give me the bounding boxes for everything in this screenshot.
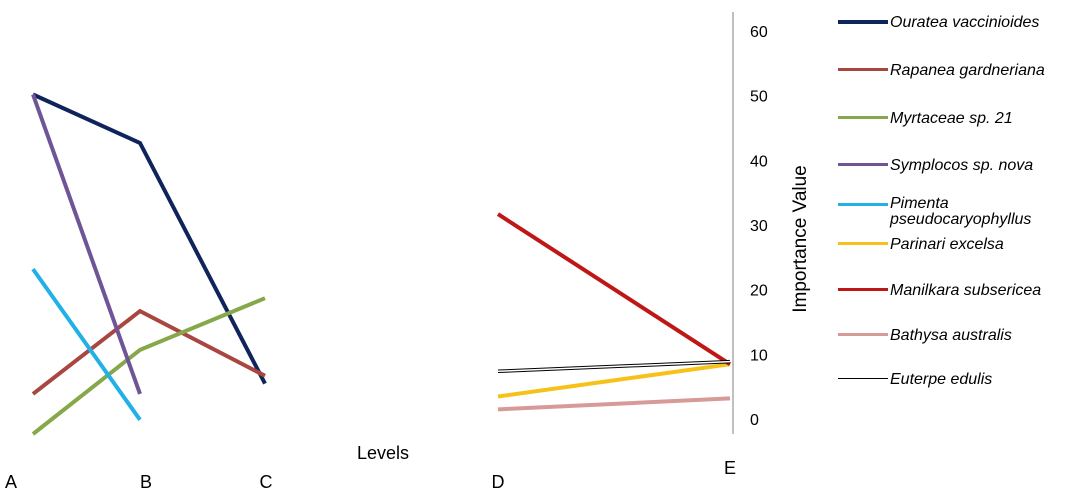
legend-swatch xyxy=(838,203,888,206)
y-tick-labels: 0 10 20 30 40 50 60 xyxy=(750,24,768,429)
legend-label: Symplocos sp. nova xyxy=(890,157,1034,174)
legend-swatch xyxy=(838,68,888,71)
series-line xyxy=(31,93,142,395)
legend-label: Myrtaceae sp. 21 xyxy=(890,110,1013,127)
legend-swatch xyxy=(838,20,888,24)
series-line xyxy=(32,92,267,385)
legend-swatch xyxy=(838,288,888,291)
y-axis-label: Importance Value xyxy=(790,165,811,313)
legend-label: Rapanea gardneriana xyxy=(890,62,1045,79)
legend-label: Bathysa australis xyxy=(890,327,1012,344)
series-line xyxy=(497,360,731,373)
legend-swatch xyxy=(838,163,888,166)
x-tick-label: E xyxy=(724,458,736,478)
legend-swatch xyxy=(838,242,888,245)
y-tick-label: 0 xyxy=(750,412,759,429)
x-tick-label: B xyxy=(140,472,152,492)
y-tick-label: 40 xyxy=(750,153,768,170)
legend-label: Pimenta pseudocaryophyllus xyxy=(890,195,1032,228)
series-line xyxy=(496,212,732,366)
series-line xyxy=(497,362,731,399)
y-tick-label: 20 xyxy=(750,283,768,300)
series-line xyxy=(31,267,142,421)
legend-swatch xyxy=(838,378,888,379)
legend-swatch xyxy=(838,333,888,336)
x-axis-label: Levels xyxy=(357,443,409,463)
series-line xyxy=(31,308,266,396)
legend-label: Parinari excelsa xyxy=(890,236,1004,253)
x-tick-label: C xyxy=(260,472,273,492)
legend-label: Ouratea vaccinioides xyxy=(890,14,1040,31)
y-tick-label: 10 xyxy=(750,347,768,364)
series-line xyxy=(31,296,266,436)
x-tick-label: D xyxy=(492,472,505,492)
y-tick-label: 50 xyxy=(750,89,768,106)
x-tick-label: A xyxy=(5,472,17,492)
series-layer xyxy=(31,92,732,436)
x-tick-labels: A B C D E xyxy=(5,458,736,492)
y-tick-label: 30 xyxy=(750,218,768,235)
legend-swatch xyxy=(838,116,888,119)
series-line xyxy=(497,396,731,412)
y-tick-label: 60 xyxy=(750,24,768,41)
legend-label: Euterpe edulis xyxy=(890,371,993,388)
legend-label: Manilkara subsericea xyxy=(890,282,1042,299)
